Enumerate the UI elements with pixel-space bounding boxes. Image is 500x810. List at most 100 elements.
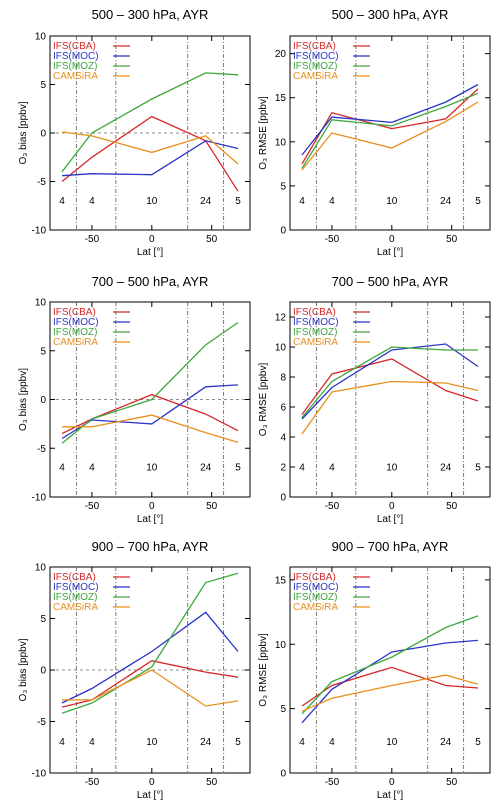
legend-entry: IFS(MOC) bbox=[293, 51, 339, 62]
station-count: 4 bbox=[299, 463, 305, 474]
y-tick-label: 10 bbox=[275, 343, 287, 354]
x-tick-label: -50 bbox=[325, 777, 340, 788]
legend-entry: IFS(CBA) bbox=[293, 41, 336, 52]
plot-frame bbox=[289, 35, 491, 231]
y-tick-label: 5 bbox=[280, 181, 286, 192]
series-line-ifsmoz bbox=[301, 615, 479, 715]
station-count: 4 bbox=[329, 196, 335, 207]
plot-frame bbox=[289, 301, 491, 498]
series-line-ifsmoc bbox=[61, 384, 239, 440]
x-tick-label: 0 bbox=[149, 777, 155, 788]
x-tick-label: -50 bbox=[85, 234, 100, 245]
y-tick-label: 6 bbox=[280, 403, 286, 414]
series-line-camsira bbox=[301, 380, 479, 435]
y-tick-label: 10 bbox=[35, 32, 47, 43]
station-count: 4 bbox=[299, 737, 305, 748]
legend-entry: IFS(MOC) bbox=[53, 582, 99, 593]
legend-entry: CAMSiRA bbox=[53, 602, 98, 613]
x-tick-label: -50 bbox=[325, 234, 340, 245]
legend-entry: IFS(CBA) bbox=[53, 41, 96, 52]
legend-entry: IFS(CBA) bbox=[53, 572, 96, 583]
y-tick-label: -5 bbox=[37, 717, 46, 728]
y-tick-label: 4 bbox=[280, 433, 286, 444]
x-tick-label: -50 bbox=[85, 777, 100, 788]
x-axis-label: Lat [°] bbox=[377, 790, 403, 801]
series-line-ifsmoc bbox=[301, 639, 479, 724]
y-tick-label: -5 bbox=[37, 444, 46, 455]
y-tick-label: 0 bbox=[280, 769, 286, 780]
series-line-ifsmoc bbox=[301, 83, 479, 156]
y-tick-label: 2 bbox=[280, 463, 286, 474]
y-tick-label: 0 bbox=[280, 226, 286, 237]
legend-entry: IFS(MOZ) bbox=[293, 61, 337, 72]
station-count: 4 bbox=[329, 737, 335, 748]
y-tick-label: -10 bbox=[32, 769, 47, 780]
x-axis-label: Lat [°] bbox=[377, 514, 403, 525]
series-line-ifscba bbox=[61, 115, 239, 192]
station-count: 24 bbox=[440, 737, 452, 748]
x-tick-label: 50 bbox=[446, 501, 458, 512]
y-axis-label: O₃ RMSE [ppbv] bbox=[258, 363, 269, 437]
y-tick-label: -5 bbox=[37, 177, 46, 188]
station-count: 4 bbox=[59, 737, 65, 748]
x-tick-label: 50 bbox=[206, 234, 218, 245]
y-tick-label: 5 bbox=[280, 704, 286, 715]
legend-entry: IFS(MOC) bbox=[53, 317, 99, 328]
legend-entry: CAMSiRA bbox=[53, 337, 98, 348]
y-tick-label: 0 bbox=[40, 395, 46, 406]
y-tick-label: 0 bbox=[280, 493, 286, 504]
y-tick-label: 10 bbox=[35, 298, 47, 309]
station-count: 24 bbox=[440, 196, 452, 207]
x-axis-label: Lat [°] bbox=[137, 790, 163, 801]
station-count: 4 bbox=[59, 196, 65, 207]
y-axis-label: O₃ RMSE [ppbv] bbox=[258, 96, 269, 170]
x-tick-label: 0 bbox=[389, 501, 395, 512]
legend-entry: IFS(CBA) bbox=[293, 307, 336, 318]
legend-entry: IFS(MOZ) bbox=[293, 592, 337, 603]
series-line-ifsmoc bbox=[61, 611, 239, 704]
station-count: 24 bbox=[200, 463, 212, 474]
legend-entry: IFS(CBA) bbox=[293, 572, 336, 583]
x-tick-label: 0 bbox=[149, 234, 155, 245]
station-count: 10 bbox=[386, 196, 398, 207]
x-axis-label: Lat [°] bbox=[137, 247, 163, 258]
legend-entry: IFS(MOZ) bbox=[53, 61, 97, 72]
series-line-ifsmoz bbox=[301, 346, 478, 418]
y-axis-label: O₃ bias [ppbv] bbox=[18, 101, 29, 164]
x-axis-label: Lat [°] bbox=[137, 514, 163, 525]
y-tick-label: 12 bbox=[275, 313, 287, 324]
chart-panel-2: 500 – 300 hPa, AYR 0 5 10 15 20 -50 0 50 Lat [°] O… bbox=[258, 7, 491, 258]
station-count: 4 bbox=[89, 737, 95, 748]
station-count: 4 bbox=[89, 196, 95, 207]
x-axis-label: Lat [°] bbox=[377, 247, 403, 258]
y-tick-label: 5 bbox=[40, 614, 46, 625]
chart-title: 700 – 500 hPa, AYR bbox=[92, 274, 209, 289]
x-tick-label: 50 bbox=[206, 501, 218, 512]
station-count: 4 bbox=[89, 463, 95, 474]
y-tick-label: 5 bbox=[40, 80, 46, 91]
y-tick-label: -10 bbox=[32, 493, 47, 504]
chart-title: 900 – 700 hPa, AYR bbox=[92, 539, 209, 554]
station-count: 5 bbox=[475, 737, 481, 748]
legend-entry: IFS(MOZ) bbox=[293, 327, 337, 338]
legend-entry: IFS(MOC) bbox=[53, 51, 99, 62]
chart-title: 500 – 300 hPa, AYR bbox=[92, 7, 209, 22]
station-count: 24 bbox=[440, 463, 452, 474]
station-count: 5 bbox=[475, 463, 481, 474]
chart-title: 900 – 700 hPa, AYR bbox=[332, 539, 449, 554]
station-count: 10 bbox=[146, 737, 158, 748]
station-count: 5 bbox=[235, 737, 241, 748]
legend-entry: CAMSiRA bbox=[293, 602, 338, 613]
station-count: 5 bbox=[475, 196, 481, 207]
legend-entry: IFS(MOZ) bbox=[53, 327, 97, 338]
series-line-camsira bbox=[62, 669, 239, 707]
y-tick-label: 20 bbox=[275, 49, 287, 60]
chart-title: 500 – 300 hPa, AYR bbox=[332, 7, 449, 22]
legend-entry: CAMSiRA bbox=[53, 71, 98, 82]
station-count: 5 bbox=[235, 463, 241, 474]
series-line-ifsmoz bbox=[61, 72, 239, 173]
station-count: 10 bbox=[386, 463, 398, 474]
